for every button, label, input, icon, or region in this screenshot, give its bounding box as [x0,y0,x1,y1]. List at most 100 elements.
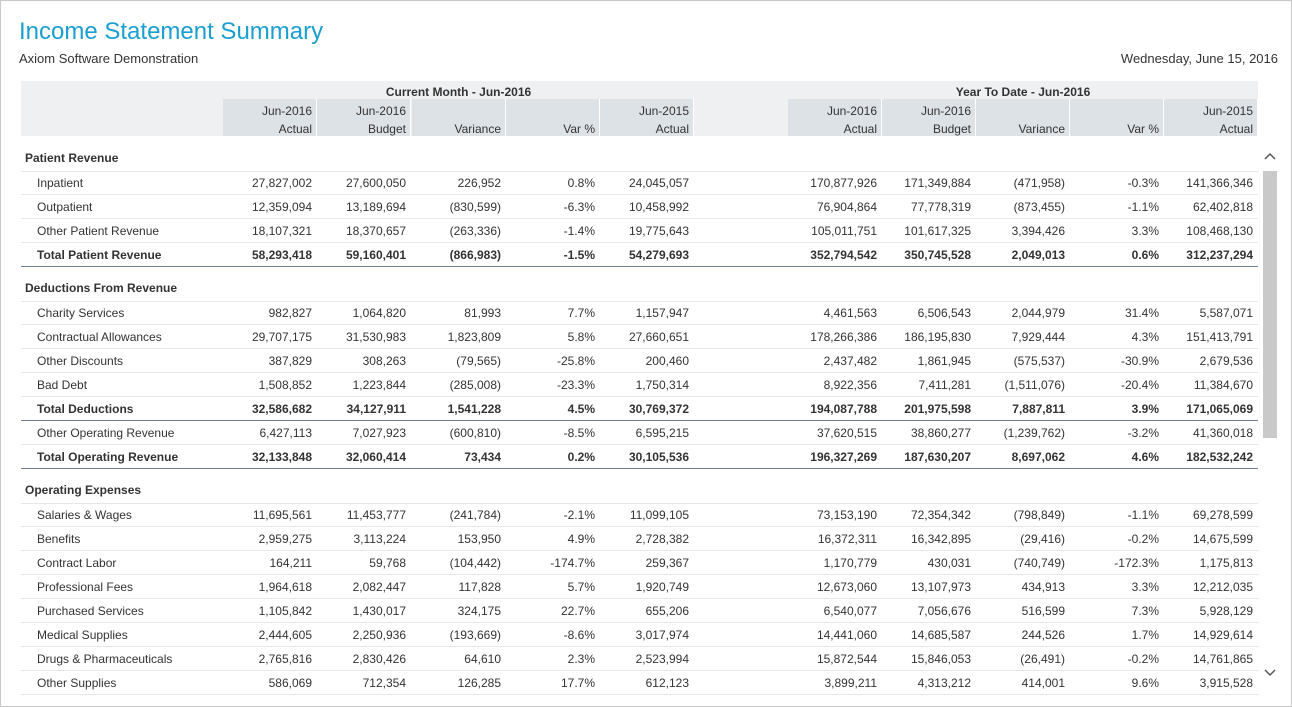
cell: 324,175 [457,604,501,618]
cell: 187,630,207 [904,450,971,464]
column-header: Jun-2016 [920,104,971,118]
cell: 414,001 [1021,676,1065,690]
row-label: Purchased Services [37,604,144,618]
cell: 7,411,281 [918,378,972,392]
cell: 164,211 [269,556,313,570]
cell: 59,768 [369,556,406,570]
cell: 24,045,057 [628,176,689,190]
column-header: Actual [1219,122,1253,136]
cell: 27,600,050 [345,176,406,190]
cell: 982,827 [268,306,312,320]
cell: 14,761,865 [1192,652,1253,666]
cell: 1,823,809 [447,330,501,344]
section-title: Operating Expenses [25,483,142,497]
column-header: Budget [367,122,406,136]
cell: 8,922,356 [823,378,877,392]
cell: -174.7% [550,556,595,570]
cell: 7,929,444 [1011,330,1065,344]
column-header: Jun-2015 [638,104,689,118]
cell: 6,595,215 [635,426,689,440]
column-header-cell [1070,99,1164,136]
cell: 14,929,614 [1192,628,1253,642]
cell: 11,453,777 [346,508,406,522]
cell: 27,827,002 [251,176,312,190]
cell: 2,959,275 [258,532,312,546]
cell: 37,620,515 [816,426,877,440]
cell: 4.3% [1131,330,1159,344]
cell: 12,673,060 [816,580,877,594]
cell: 1,170,779 [823,556,877,570]
cell: 308,263 [362,354,406,368]
row-label: Charity Services [37,306,125,320]
cell: 1,430,017 [352,604,406,618]
cell: 15,846,053 [910,652,971,666]
cell: 12,359,094 [251,200,312,214]
cell: 178,266,386 [810,330,877,344]
cell: (873,455) [1013,200,1065,214]
row-line [21,396,1258,397]
cell: 14,441,060 [816,628,877,642]
row-label: Drugs & Pharmaceuticals [37,652,173,666]
group-title: Current Month - Jun-2016 [385,85,532,99]
cell: -8.5% [563,426,595,440]
cell: 7,027,923 [352,426,406,440]
cell: 108,468,130 [1186,224,1253,238]
cell: 201,975,598 [904,402,971,416]
cell: -23.3% [556,378,595,392]
column-header: Var % [1127,122,1159,136]
row-line [21,444,1258,445]
cell: 69,278,599 [1192,508,1253,522]
row-line [21,526,1258,527]
cell: 64,610 [464,652,501,666]
cell: 12,212,035 [1192,580,1253,594]
cell: 1,223,844 [352,378,406,392]
column-header-cell [506,99,600,136]
cell: -0.2% [1127,652,1159,666]
row-label: Total Operating Revenue [37,450,179,464]
row-label: Outpatient [37,200,93,214]
cell: 32,586,682 [251,402,312,416]
cell: 516,599 [1021,604,1065,618]
cell: 350,745,528 [904,248,971,262]
cell: 14,685,587 [910,628,971,642]
cell: 101,617,325 [904,224,971,238]
row-label: Contract Labor [37,556,117,570]
cell: 1,105,842 [258,604,312,618]
row-label: Other Patient Revenue [37,224,160,238]
row-label: Medical Supplies [37,628,128,642]
cell: 30,769,372 [628,402,689,416]
column-header: Actual [843,122,877,136]
column-header-cell [317,99,411,136]
cell: 1,861,945 [917,354,971,368]
cell: 1,920,749 [635,580,689,594]
cell: 1,964,618 [258,580,312,594]
cell: 14,675,599 [1192,532,1253,546]
cell: 18,107,321 [251,224,312,238]
cell: 226,952 [457,176,501,190]
cell: (1,511,076) [1004,378,1066,392]
cell: -172.3% [1114,556,1159,570]
cell: 11,099,105 [629,508,689,522]
cell: 5,587,071 [1199,306,1253,320]
cell: 105,011,751 [811,224,877,238]
cell: (241,784) [449,508,501,522]
cell: -1.4% [563,224,595,238]
row-line [21,550,1258,551]
cell: 4,461,563 [823,306,877,320]
scrollbar[interactable] [1261,149,1279,689]
cell: 171,065,069 [1186,402,1253,416]
cell: 34,127,911 [346,402,406,416]
row-line [21,622,1258,623]
cell: 612,123 [645,676,689,690]
cell: 17.7% [560,676,595,690]
cell: 7,056,676 [917,604,971,618]
cell: -0.3% [1127,176,1159,190]
row-line [21,266,1258,267]
cell: 73,434 [464,450,501,464]
cell: 13,107,973 [910,580,971,594]
cell: 2,728,382 [635,532,689,546]
cell: 59,160,401 [345,248,406,262]
cell: 76,904,864 [816,200,877,214]
cell: 5,928,129 [1199,604,1253,618]
